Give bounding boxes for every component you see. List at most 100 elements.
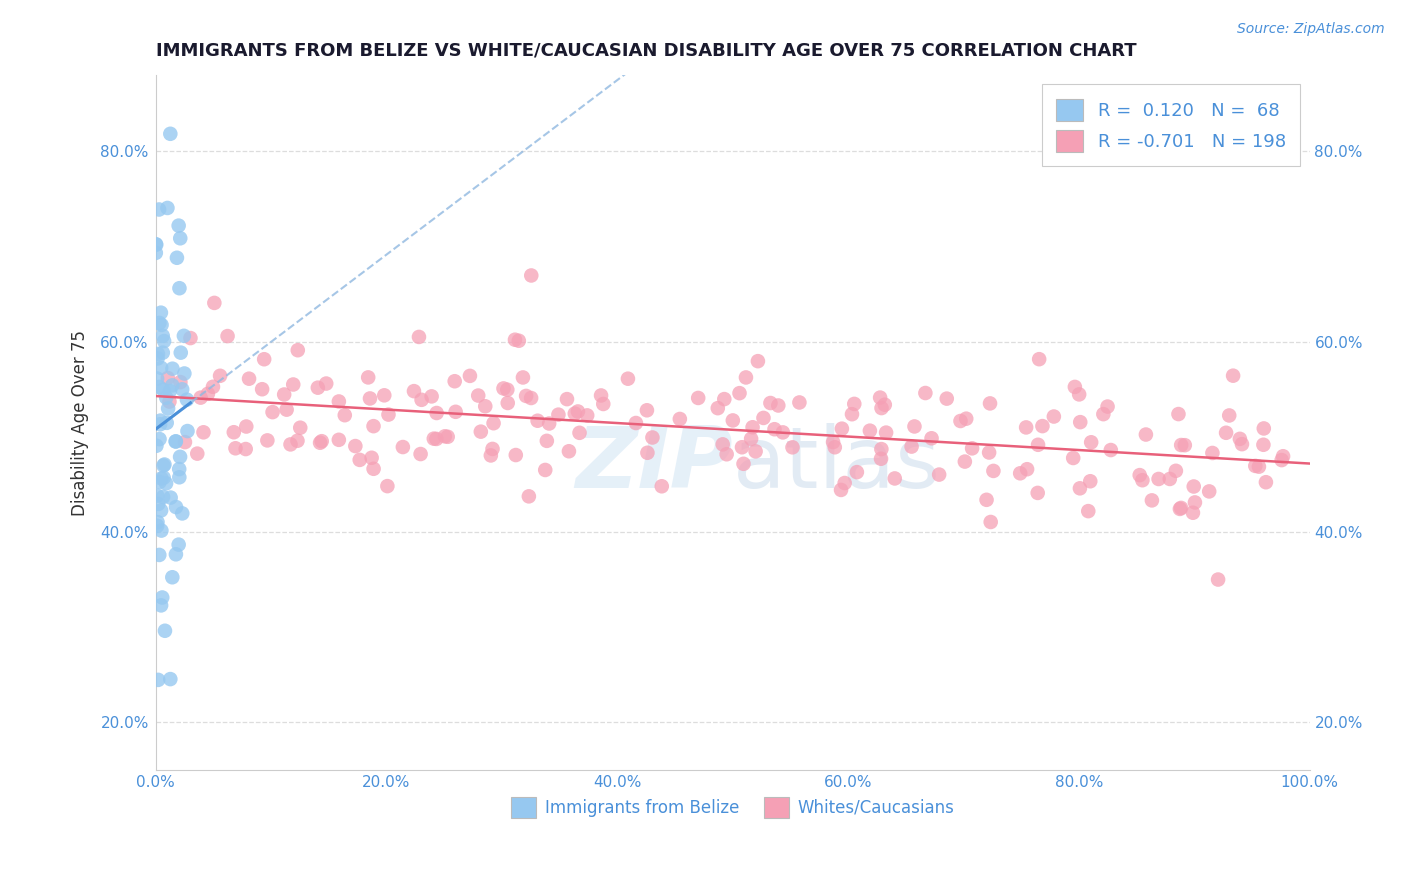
Point (641, 430, 664, 444)
Point (153, 334, 176, 348)
Point (824, 440, 846, 454)
Point (165, 500, 187, 514)
Point (467, 388, 489, 402)
Point (155, 476, 177, 491)
Point (280, 437, 302, 451)
Point (159, 491, 181, 505)
Point (411, 392, 433, 407)
Point (503, 333, 526, 347)
Point (235, 419, 257, 434)
Point (148, 380, 170, 394)
Point (152, 383, 174, 397)
Point (1010, 467, 1032, 481)
Point (150, 503, 173, 517)
Point (408, 330, 430, 344)
Point (713, 392, 735, 406)
Point (150, 360, 173, 375)
Point (357, 370, 380, 384)
Point (520, 391, 543, 405)
Point (209, 368, 232, 383)
Point (176, 392, 198, 407)
Point (202, 296, 225, 310)
Point (162, 378, 184, 392)
Point (155, 391, 177, 405)
Point (162, 570, 184, 584)
Point (197, 386, 219, 401)
Point (636, 446, 658, 460)
Point (287, 343, 309, 358)
Point (224, 442, 246, 456)
Point (763, 422, 786, 436)
Point (360, 450, 382, 465)
Point (1097, 400, 1119, 414)
Point (1218, 409, 1240, 423)
Point (169, 375, 191, 389)
Point (149, 306, 172, 320)
Point (589, 388, 612, 402)
Point (617, 372, 640, 386)
Point (592, 397, 614, 411)
Point (190, 391, 212, 405)
Point (768, 399, 790, 413)
Point (150, 599, 173, 613)
Point (444, 405, 467, 419)
Point (392, 440, 415, 454)
Point (169, 470, 191, 484)
Point (159, 672, 181, 686)
Point (1147, 472, 1170, 486)
Point (980, 515, 1002, 529)
Point (636, 403, 658, 417)
Point (517, 489, 540, 503)
Point (150, 524, 173, 538)
Point (731, 440, 754, 454)
Point (152, 345, 174, 359)
Point (174, 435, 197, 450)
Point (333, 408, 356, 422)
Point (1254, 475, 1277, 490)
Point (1031, 419, 1053, 434)
Point (914, 386, 936, 401)
Point (1069, 481, 1091, 495)
Point (1198, 484, 1220, 499)
Point (482, 416, 505, 430)
Point (831, 422, 853, 436)
Point (222, 425, 245, 440)
Point (1069, 415, 1091, 429)
Point (669, 412, 692, 426)
Point (152, 490, 174, 504)
Text: Source: ZipAtlas.com: Source: ZipAtlas.com (1237, 22, 1385, 37)
Point (344, 439, 367, 453)
Point (169, 450, 191, 464)
Point (752, 411, 775, 425)
Point (1028, 352, 1050, 367)
Point (173, 328, 195, 343)
Legend: Immigrants from Belize, Whites/Caucasians: Immigrants from Belize, Whites/Caucasian… (505, 790, 960, 824)
Point (1170, 438, 1192, 452)
Point (309, 435, 332, 450)
Point (505, 448, 527, 462)
Point (953, 454, 976, 468)
Point (436, 430, 458, 444)
Point (979, 445, 1001, 459)
Point (156, 371, 179, 385)
Point (420, 389, 443, 403)
Point (983, 464, 1005, 478)
Point (146, 347, 169, 361)
Point (515, 389, 537, 403)
Point (359, 392, 381, 406)
Point (165, 434, 187, 449)
Point (186, 447, 208, 461)
Text: atlas: atlas (733, 423, 941, 506)
Point (409, 447, 432, 461)
Point (159, 394, 181, 409)
Point (276, 402, 298, 417)
Point (165, 434, 187, 449)
Point (377, 408, 399, 422)
Point (307, 381, 329, 395)
Point (1026, 486, 1049, 500)
Point (1170, 500, 1192, 515)
Point (159, 127, 181, 141)
Point (273, 387, 295, 401)
Point (1247, 459, 1270, 474)
Point (979, 396, 1001, 410)
